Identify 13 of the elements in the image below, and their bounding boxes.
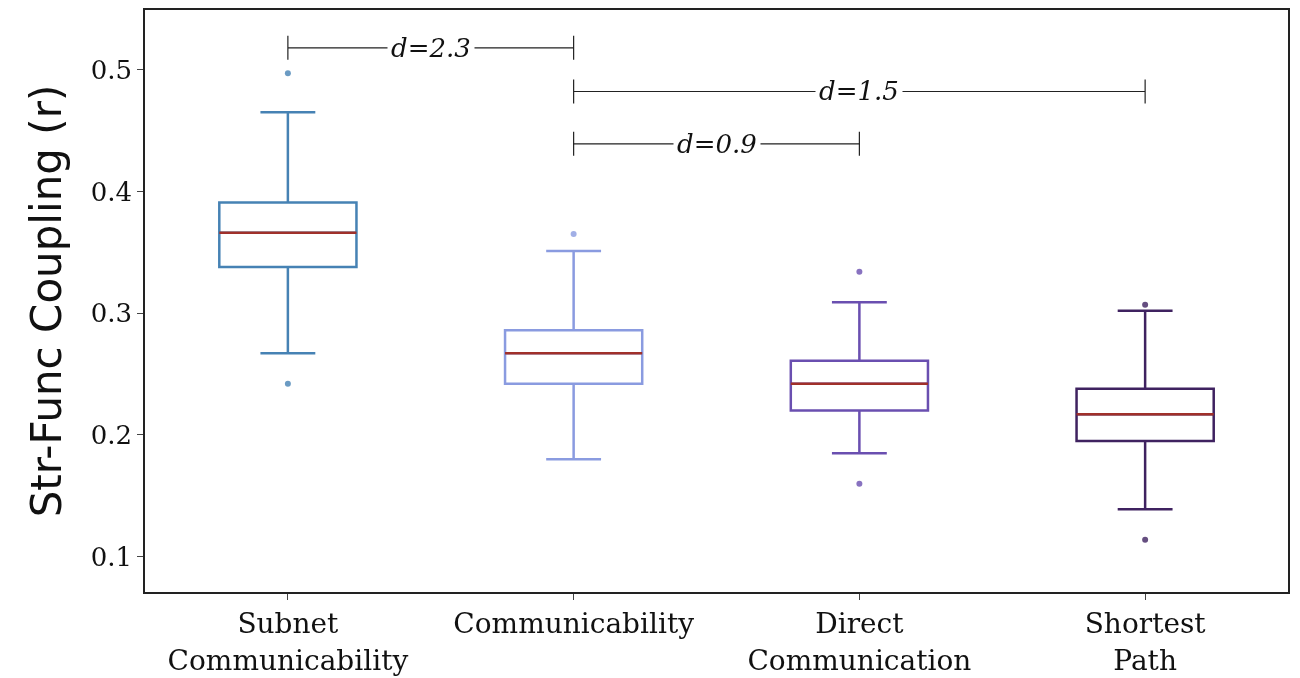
y-axis-title: Str-Func Coupling (r) [21, 84, 71, 518]
y-tick-label: 0.3 [90, 298, 133, 329]
x-tick-label: Subnet Communicability [167, 607, 409, 677]
x-tick-label: Communicability [453, 607, 695, 641]
y-tick-label: 0.4 [90, 176, 133, 207]
annotation: d=2.3 [391, 33, 471, 63]
y-tick-label: 0.1 [90, 541, 133, 572]
annotation: d=1.5 [819, 76, 899, 106]
y-tick-label: 0.5 [90, 54, 133, 85]
annotation: d=0.9 [677, 129, 757, 159]
x-tick-label: Direct Communication [747, 607, 972, 677]
y-tick-label: 0.2 [90, 420, 133, 451]
x-tick-label: Shortest Path [1084, 607, 1207, 677]
